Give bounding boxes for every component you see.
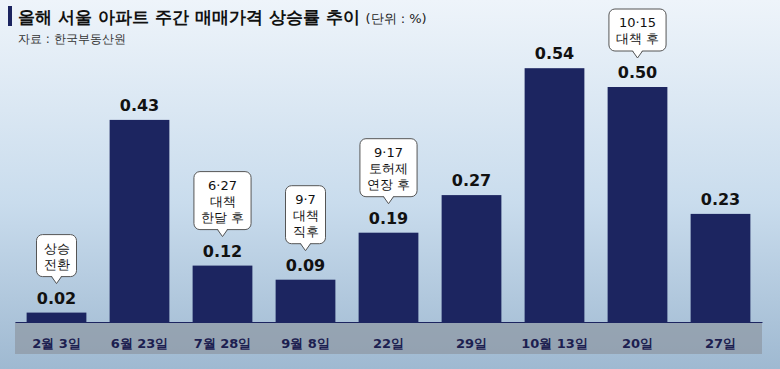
bar <box>442 195 502 322</box>
callout-pointer-edge <box>301 244 311 251</box>
callout: 9·17토허제연장 후 <box>360 139 417 204</box>
data-label: 0.27 <box>452 171 491 190</box>
x-tick-label: 22일 <box>373 336 404 351</box>
callout-pointer <box>218 229 228 237</box>
callout: 상승전환 <box>37 235 77 284</box>
x-tick: 7월 28일 <box>194 322 252 351</box>
callout-box <box>286 186 326 244</box>
x-tick: 22일 <box>373 322 404 351</box>
x-tick: 6월 23일 <box>111 322 169 351</box>
x-tick-label: 27일 <box>705 336 736 351</box>
callout-box <box>609 9 666 51</box>
callout: 6·27대책한달 후 <box>194 172 251 237</box>
x-tick: 20일 <box>622 322 653 351</box>
callout-text: 상승 <box>44 241 70 256</box>
callout-pointer <box>633 50 643 58</box>
x-tick: 10월 13일 <box>521 322 588 351</box>
bar <box>608 87 668 322</box>
chart: 올해 서울 아파트 주간 매매가격 상승률 추이 (단위 : %) 자료 : 한국부… <box>0 0 780 369</box>
callout-text: 6·27 <box>208 178 237 193</box>
callout-text: 전환 <box>44 257 70 272</box>
callout-text: 대책 <box>293 208 319 223</box>
callout-box <box>37 235 77 277</box>
x-tick-label: 6월 23일 <box>111 336 169 351</box>
x-tick: 29일 <box>456 322 487 351</box>
callout-text: 9·7 <box>295 192 316 207</box>
source: 자료 : 한국부동산원 <box>18 32 126 46</box>
callout-text: 대책 후 <box>616 31 659 46</box>
title-bar <box>8 6 12 26</box>
bar <box>359 233 419 322</box>
callout-text: 토허제 <box>369 161 408 176</box>
x-tick-label: 20일 <box>622 336 653 351</box>
callout-pointer-edge <box>52 277 62 284</box>
bars <box>27 68 751 322</box>
callout-box <box>194 172 251 230</box>
callout-text: 10·15 <box>619 15 656 30</box>
callout: 9·7대책직후 <box>286 186 326 251</box>
data-labels: 0.02 0.43 0.12 0.09 0.19 0.27 0.54 0.50 0.23 <box>37 44 740 307</box>
x-tick: 9월 8일 <box>281 322 330 351</box>
callout-text: 한달 후 <box>201 210 244 225</box>
callout: 10·15대책 후 <box>609 9 666 58</box>
data-label: 0.12 <box>203 242 242 261</box>
x-tick-label: 2월 3일 <box>32 336 81 351</box>
callout-pointer-edge <box>384 197 394 204</box>
data-label: 0.54 <box>535 44 574 63</box>
data-label: 0.23 <box>701 190 740 209</box>
title: 올해 서울 아파트 주간 매매가격 상승률 추이 <box>18 7 360 27</box>
bar <box>27 313 87 322</box>
data-label: 0.43 <box>120 96 159 115</box>
data-label: 0.02 <box>37 289 76 308</box>
callout-text: 연장 후 <box>367 177 410 192</box>
callout-box <box>360 139 417 197</box>
callout-pointer <box>52 276 62 284</box>
callout-pointer-edge <box>218 230 228 237</box>
bar <box>110 120 170 322</box>
background <box>0 0 780 369</box>
x-tick-label: 29일 <box>456 336 487 351</box>
x-tick: 27일 <box>705 322 736 351</box>
x-axis: 2월 3일 6월 23일 7월 28일 9월 8일 22일 29일 10월 13일 20일 27… <box>16 322 763 351</box>
callout-text: 9·17 <box>374 145 403 160</box>
callout-pointer-edge <box>633 51 643 58</box>
subtitle: (단위 : %) <box>366 11 427 26</box>
callout-text: 직후 <box>293 224 319 239</box>
bar <box>276 280 336 322</box>
callout-pointer <box>301 243 311 251</box>
data-label: 0.50 <box>618 63 657 82</box>
data-label: 0.09 <box>286 256 325 275</box>
label-band <box>15 322 762 354</box>
x-axis-line <box>16 322 763 323</box>
data-label: 0.19 <box>369 209 408 228</box>
x-tick: 2월 3일 <box>32 322 81 351</box>
bar <box>193 266 253 322</box>
x-tick-label: 9월 8일 <box>281 336 330 351</box>
annotations: 상승전환6·27대책한달 후9·7대책직후9·17토허제연장 후10·15대책 … <box>37 9 667 284</box>
x-tick-label: 10월 13일 <box>521 336 588 351</box>
bar <box>691 214 751 322</box>
callout-text: 대책 <box>210 194 236 209</box>
x-tick-label: 7월 28일 <box>194 336 252 351</box>
bar <box>525 68 585 322</box>
callout-pointer <box>384 196 394 204</box>
